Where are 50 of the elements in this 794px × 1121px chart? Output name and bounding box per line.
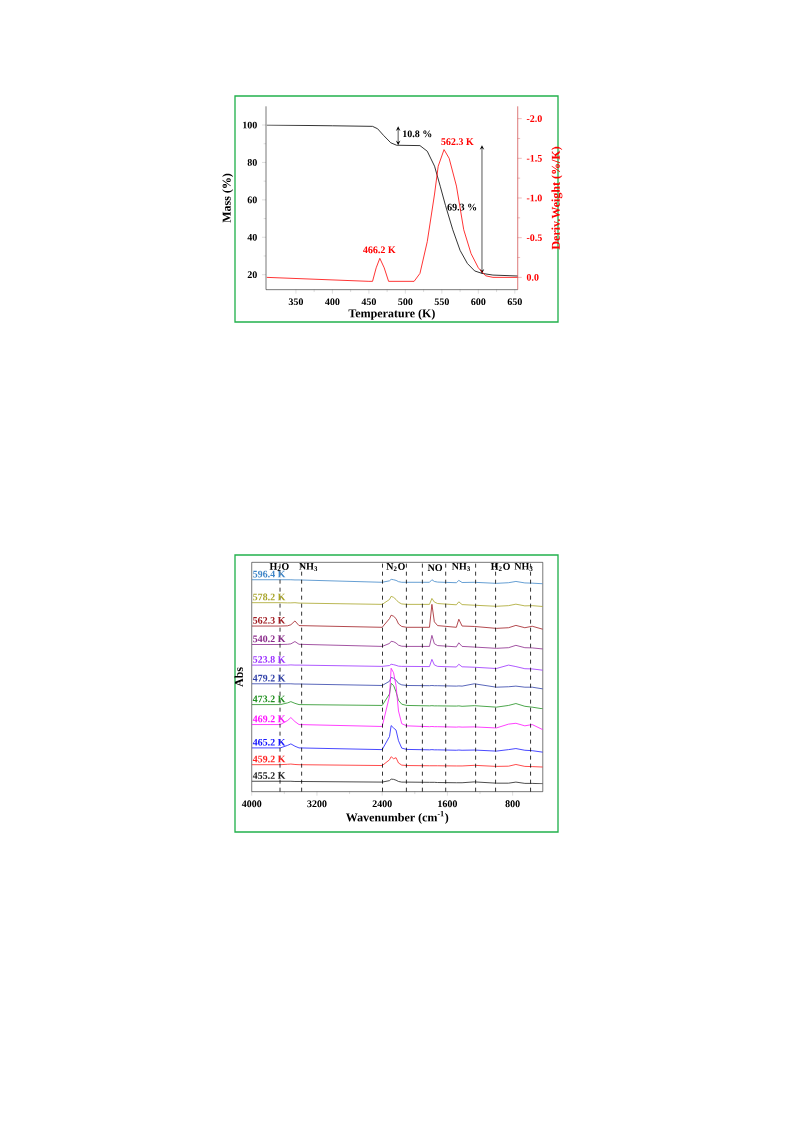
line-series xyxy=(266,149,518,282)
y-tick-label: 80 xyxy=(247,159,257,166)
x-tick-label: 3200 xyxy=(307,800,327,808)
x-tick-label: 600 xyxy=(471,298,486,306)
x-tick-label: 800 xyxy=(505,800,520,808)
series-label: 523.8 K xyxy=(253,656,286,663)
x-tick-label: 1600 xyxy=(438,800,458,808)
text: NH$_{3}$ xyxy=(514,563,533,572)
series-label: 465.2 K xyxy=(252,738,286,746)
y-tick-label: 20 xyxy=(247,271,257,279)
x-tick-label: 2400 xyxy=(372,800,392,808)
y2-tick-label: -1.0 xyxy=(526,194,542,202)
y2-tick-label: -1.5 xyxy=(526,154,542,162)
text: N$_{2}$O xyxy=(386,563,405,572)
text: NH$_{3}$ xyxy=(451,563,470,572)
annotation: 466.2 K xyxy=(363,246,396,254)
y-axis-title: Abs xyxy=(234,667,244,687)
series-label: 469.2 K xyxy=(252,715,286,723)
series-label: 473.2 K xyxy=(252,695,286,703)
text: H$_{2}$O xyxy=(269,563,289,572)
series-label: 479.2 K xyxy=(252,674,286,682)
y-tick-label: 40 xyxy=(247,233,257,241)
annotation: 10.8 % xyxy=(403,130,432,138)
x-axis-title: Temperature (K) xyxy=(348,308,435,320)
y-tick-label: 100 xyxy=(243,121,257,129)
series-label: 562.3 K xyxy=(253,617,286,624)
annotation: 69.3 % xyxy=(447,203,477,211)
series-label: 596.4 K xyxy=(253,570,286,578)
text: H$_{2}$O xyxy=(490,563,510,572)
series-label: 459.2 K xyxy=(252,755,286,763)
y2-axis-title: Deriv.Weight (%/K) xyxy=(551,146,563,250)
x-tick-label: 500 xyxy=(398,298,413,306)
y2-tick-label: -0.5 xyxy=(526,234,542,242)
series-label: 578.2 K xyxy=(253,593,286,601)
series-label: 540.2 K xyxy=(253,635,286,643)
x-tick-label: 650 xyxy=(507,298,522,306)
x-tick-label: 400 xyxy=(325,298,340,306)
y-axis-title: Mass (%) xyxy=(222,173,234,223)
series-label: 455.2 K xyxy=(252,772,286,779)
x-axis-title: Wavenumber (cm$^{-1}$) xyxy=(345,810,449,824)
x-tick-label: 350 xyxy=(288,298,304,306)
x-tick-label: 450 xyxy=(361,298,376,306)
y2-tick-label: -2.0 xyxy=(526,115,542,123)
x-tick-label: 550 xyxy=(434,298,449,306)
y2-tick-label: 0.0 xyxy=(526,273,539,281)
annotation: 562.3 K xyxy=(441,138,474,146)
text: NO xyxy=(427,564,443,572)
y-tick-label: 60 xyxy=(247,196,257,204)
x-tick-label: 4000 xyxy=(241,800,262,808)
text: NH$_{3}$ xyxy=(299,563,318,572)
